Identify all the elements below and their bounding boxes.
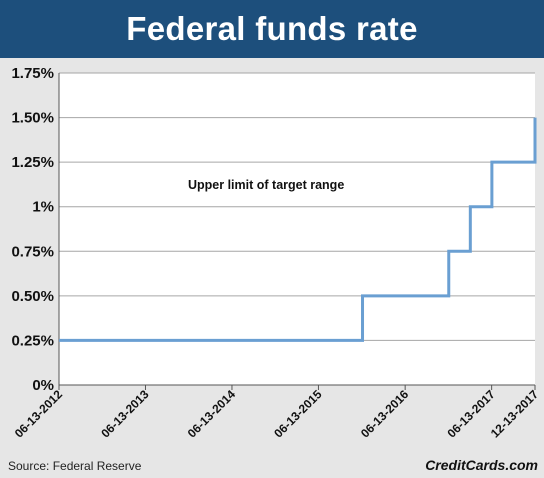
- y-tick-label: 1.75%: [11, 65, 54, 82]
- rate-series-line: [59, 117, 537, 342]
- x-tick-label: 06-13-2014: [185, 387, 239, 441]
- brand-logo: CreditCards.com: [425, 457, 538, 473]
- y-tick-label: 1.25%: [11, 154, 54, 171]
- y-tick-label: 0%: [32, 377, 54, 394]
- x-tick-label: 06-13-2013: [98, 387, 152, 441]
- x-tick-label: 12-13-2017: [488, 387, 542, 441]
- source-note: Source: Federal Reserve: [8, 459, 142, 473]
- header-bar: Federal funds rate: [0, 0, 544, 58]
- y-tick-label: 0.50%: [11, 288, 54, 305]
- y-tick-label: 1%: [32, 199, 54, 216]
- plot-area: [59, 73, 535, 385]
- y-tick-label: 0.75%: [11, 243, 54, 260]
- x-tick-label: 06-13-2012: [12, 387, 66, 441]
- y-tick-label: 0.25%: [11, 332, 54, 349]
- x-tick-label: 06-13-2015: [271, 387, 325, 441]
- federal-funds-rate-chart: 0% 0.25% 0.50% 0.75% 1% 1.25% 1.50% 1.75% 06-13-…: [11, 65, 542, 441]
- x-tick-label: 06-13-2016: [358, 387, 412, 441]
- chart-annotation: Upper limit of target range: [188, 178, 344, 192]
- y-tick-label: 1.50%: [11, 110, 54, 127]
- page-title: Federal funds rate: [126, 10, 418, 47]
